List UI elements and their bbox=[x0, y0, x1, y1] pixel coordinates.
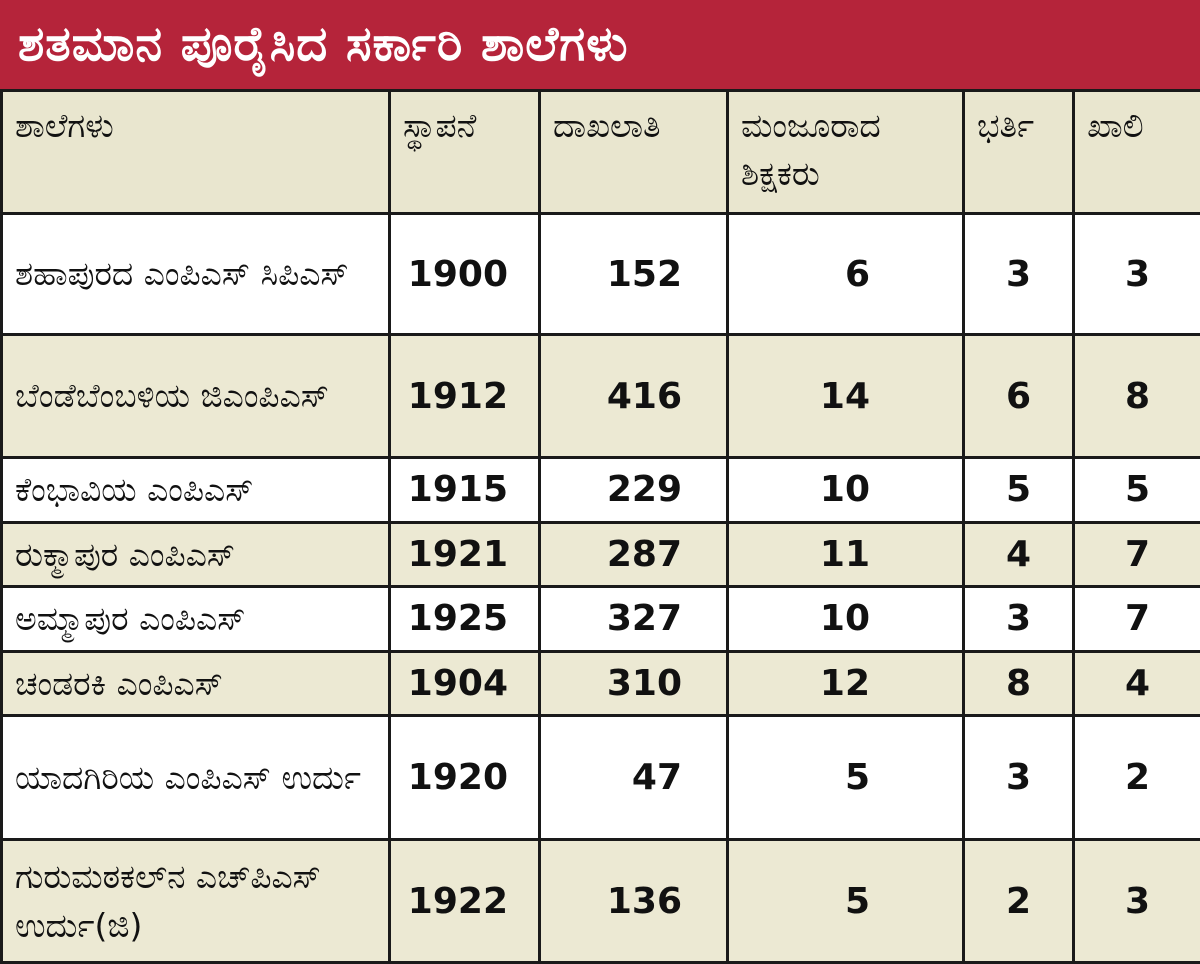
vacant-count: 5 bbox=[1074, 458, 1200, 523]
filled-count: 6 bbox=[964, 335, 1074, 458]
table-row: ಶಹಾಪುರದ ಎಂಪಿಎಸ್ ಸಿಪಿಎಸ್ 1900 152 6 3 3 bbox=[2, 214, 1200, 335]
sanctioned-count: 14 bbox=[728, 335, 964, 458]
vacant-count: 4 bbox=[1074, 651, 1200, 716]
header-sanctioned-teachers: ಮಂಜೂರಾದ ಶಿಕ್ಷಕರು bbox=[728, 91, 964, 214]
established-year: 1922 bbox=[390, 840, 540, 963]
enrollment-count: 47 bbox=[540, 716, 728, 840]
filled-count: 4 bbox=[964, 522, 1074, 587]
vacant-count: 7 bbox=[1074, 587, 1200, 652]
school-name: ಬೆಂಡೆಬೆಂಬಳಿಯ ಜಿಎಂಪಿಎಸ್ bbox=[2, 335, 390, 458]
vacant-count: 8 bbox=[1074, 335, 1200, 458]
sanctioned-count: 11 bbox=[728, 522, 964, 587]
header-row: ಶಾಲೆಗಳು ಸ್ಥಾಪನೆ ದಾಖಲಾತಿ ಮಂಜೂರಾದ ಶಿಕ್ಷಕರು… bbox=[2, 91, 1200, 214]
table-row: ಅಮ್ಮಾಪುರ ಎಂಪಿಎಸ್ 1925 327 10 3 7 bbox=[2, 587, 1200, 652]
established-year: 1912 bbox=[390, 335, 540, 458]
sanctioned-count: 12 bbox=[728, 651, 964, 716]
vacant-count: 7 bbox=[1074, 522, 1200, 587]
enrollment-count: 327 bbox=[540, 587, 728, 652]
sanctioned-count: 6 bbox=[728, 214, 964, 335]
filled-count: 5 bbox=[964, 458, 1074, 523]
filled-count: 3 bbox=[964, 716, 1074, 840]
header-filled: ಭರ್ತಿ bbox=[964, 91, 1074, 214]
vacant-count: 3 bbox=[1074, 214, 1200, 335]
established-year: 1920 bbox=[390, 716, 540, 840]
established-year: 1915 bbox=[390, 458, 540, 523]
sanctioned-count: 5 bbox=[728, 840, 964, 963]
sanctioned-count: 10 bbox=[728, 587, 964, 652]
enrollment-count: 416 bbox=[540, 335, 728, 458]
school-name: ಯಾದಗಿರಿಯ ಎಂಪಿಎಸ್ ಉರ್ದು bbox=[2, 716, 390, 840]
schools-table: ಶಾಲೆಗಳು ಸ್ಥಾಪನೆ ದಾಖಲಾತಿ ಮಂಜೂರಾದ ಶಿಕ್ಷಕರು… bbox=[0, 89, 1200, 964]
vacant-count: 3 bbox=[1074, 840, 1200, 963]
vacant-count: 2 bbox=[1074, 716, 1200, 840]
sanctioned-count: 5 bbox=[728, 716, 964, 840]
sanctioned-count: 10 bbox=[728, 458, 964, 523]
filled-count: 8 bbox=[964, 651, 1074, 716]
school-name: ಚಂಡರಕಿ ಎಂಪಿಎಸ್ bbox=[2, 651, 390, 716]
school-name: ಕೆಂಭಾವಿಯ ಎಂಪಿಎಸ್ bbox=[2, 458, 390, 523]
filled-count: 3 bbox=[964, 587, 1074, 652]
enrollment-count: 229 bbox=[540, 458, 728, 523]
school-name: ಶಹಾಪುರದ ಎಂಪಿಎಸ್ ಸಿಪಿಎಸ್ bbox=[2, 214, 390, 335]
enrollment-count: 136 bbox=[540, 840, 728, 963]
school-name: ಅಮ್ಮಾಪುರ ಎಂಪಿಎಸ್ bbox=[2, 587, 390, 652]
enrollment-count: 152 bbox=[540, 214, 728, 335]
established-year: 1904 bbox=[390, 651, 540, 716]
school-name: ರುಕ್ಮಾಪುರ ಎಂಪಿಎಸ್ bbox=[2, 522, 390, 587]
school-name: ಗುರುಮಠಕಲ್‌ನ ಎಚ್‌ಪಿಎಸ್ ಉರ್ದು(ಜಿ) bbox=[2, 840, 390, 963]
enrollment-count: 287 bbox=[540, 522, 728, 587]
header-enrollment: ದಾಖಲಾತಿ bbox=[540, 91, 728, 214]
table-row: ಚಂಡರಕಿ ಎಂಪಿಎಸ್ 1904 310 12 8 4 bbox=[2, 651, 1200, 716]
header-schools: ಶಾಲೆಗಳು bbox=[2, 91, 390, 214]
filled-count: 3 bbox=[964, 214, 1074, 335]
table-title: ಶತಮಾನ ಪೂರೈಸಿದ ಸರ್ಕಾರಿ ಶಾಲೆಗಳು bbox=[0, 0, 1200, 89]
header-vacant: ಖಾಲಿ bbox=[1074, 91, 1200, 214]
established-year: 1900 bbox=[390, 214, 540, 335]
table-row: ಕೆಂಭಾವಿಯ ಎಂಪಿಎಸ್ 1915 229 10 5 5 bbox=[2, 458, 1200, 523]
table-row: ಬೆಂಡೆಬೆಂಬಳಿಯ ಜಿಎಂಪಿಎಸ್ 1912 416 14 6 8 bbox=[2, 335, 1200, 458]
filled-count: 2 bbox=[964, 840, 1074, 963]
enrollment-count: 310 bbox=[540, 651, 728, 716]
table-row: ಗುರುಮಠಕಲ್‌ನ ಎಚ್‌ಪಿಎಸ್ ಉರ್ದು(ಜಿ) 1922 136… bbox=[2, 840, 1200, 963]
table-row: ಯಾದಗಿರಿಯ ಎಂಪಿಎಸ್ ಉರ್ದು 1920 47 5 3 2 bbox=[2, 716, 1200, 840]
header-established: ಸ್ಥಾಪನೆ bbox=[390, 91, 540, 214]
table-row: ರುಕ್ಮಾಪುರ ಎಂಪಿಎಸ್ 1921 287 11 4 7 bbox=[2, 522, 1200, 587]
established-year: 1921 bbox=[390, 522, 540, 587]
established-year: 1925 bbox=[390, 587, 540, 652]
